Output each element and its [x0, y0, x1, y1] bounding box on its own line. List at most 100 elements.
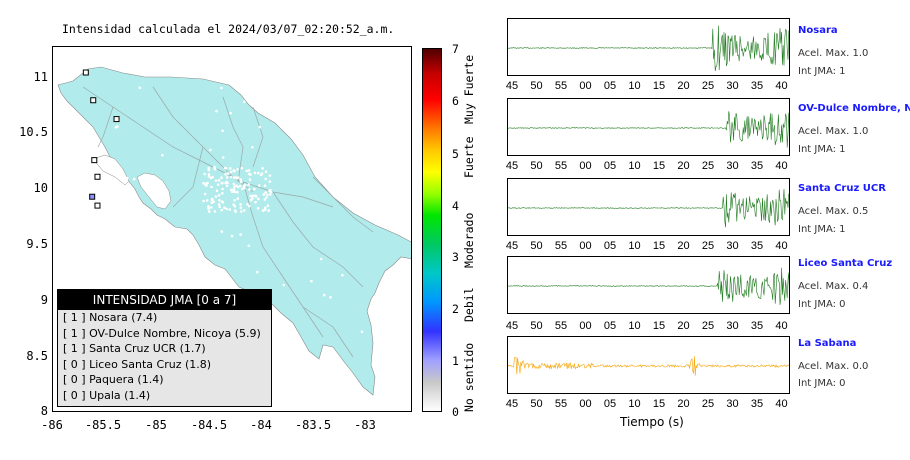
town-dot [210, 185, 213, 189]
town-dot [236, 168, 239, 171]
town-dot [225, 184, 229, 188]
waveform-liceo-santa-cruz [508, 267, 789, 306]
town-dot [302, 344, 306, 348]
trace-panel-santa-cruz-ucr[interactable] [507, 178, 790, 236]
time-tick: 10 [628, 240, 641, 252]
station-marker[interactable] [91, 157, 98, 164]
town-dot [341, 273, 344, 277]
town-dot [217, 203, 221, 206]
colorbar-label-muy-fuerte: Muy Fuerte [462, 54, 476, 124]
town-dot [221, 129, 224, 133]
y-tick-10-5: 10.5 [19, 125, 48, 139]
town-dot [231, 190, 234, 194]
time-tick: 55 [554, 80, 568, 92]
time-tick: 40 [775, 160, 788, 172]
town-dot [229, 170, 233, 174]
town-dot [247, 204, 251, 208]
town-dot [221, 181, 224, 185]
y-tick-9-5: 9.5 [26, 237, 48, 251]
time-tick: 25 [701, 160, 715, 172]
time-tick: 00 [579, 160, 592, 172]
waveform-line [508, 356, 789, 376]
legend-row-santa-cruz-ucr: [ 1 ] Santa Cruz UCR (1.7) [63, 342, 206, 355]
town-dot [323, 293, 326, 297]
time-tick: 50 [530, 80, 543, 92]
accel-max-dulce-nombre: Acel. Max. 1.0 [798, 126, 869, 137]
x-tick-neg83-5: -83.5 [294, 418, 332, 432]
time-tick: 45 [505, 80, 519, 92]
costa-rica-land [57, 66, 411, 396]
town-dot [248, 178, 252, 181]
town-dot [95, 154, 99, 157]
time-tick: 25 [701, 80, 715, 92]
town-dot [239, 203, 242, 206]
trace-panel-la-sabana[interactable] [507, 336, 790, 394]
station-marker[interactable] [90, 97, 97, 104]
town-dot [310, 157, 314, 160]
time-axis-santa-cruz-ucr: 45 50 55 00 05 10 15 20 25 30 35 40 [505, 240, 805, 254]
town-dot [232, 182, 236, 186]
time-tick: 55 [554, 398, 568, 410]
colorbar-tick-7: 7 [452, 42, 459, 56]
time-tick: 10 [628, 320, 641, 332]
time-tick: 30 [726, 398, 739, 410]
town-dot [340, 182, 344, 185]
station-marker[interactable] [113, 116, 120, 123]
station-marker[interactable] [94, 173, 101, 180]
town-dot [224, 166, 228, 170]
town-dot [242, 186, 246, 190]
legend-title: INTENSIDAD JMA [0 a 7] [58, 290, 271, 310]
time-axis-la-sabana: 45 50 55 00 05 10 15 20 25 30 35 40 [505, 398, 805, 412]
int-jma-santa-cruz-ucr: Int JMA: 1 [798, 224, 846, 235]
colorbar-tick-3: 3 [452, 250, 459, 264]
station-marker[interactable] [94, 202, 101, 209]
time-axis-liceo-santa-cruz: 45 50 55 00 05 10 15 20 25 30 35 40 [505, 320, 805, 334]
town-dot [264, 191, 267, 194]
station-marker[interactable] [82, 69, 89, 76]
colorbar-label-no-sentido: No sentido [462, 342, 476, 412]
time-tick: 20 [677, 80, 690, 92]
town-dot [319, 257, 323, 261]
colorbar-tick-2: 2 [452, 302, 459, 316]
time-tick: 50 [530, 320, 543, 332]
station-marker[interactable] [89, 193, 96, 200]
town-dot [247, 169, 251, 172]
town-dot [114, 126, 118, 129]
time-tick: 50 [530, 240, 543, 252]
map-title: Intensidad calculada el 2024/03/07_02:20… [62, 22, 395, 36]
town-dot [233, 190, 237, 194]
trace-panel-liceo-santa-cruz[interactable] [507, 256, 790, 314]
int-jma-la-sabana: Int JMA: 0 [798, 378, 846, 389]
town-dot [220, 200, 224, 203]
town-dot [253, 171, 257, 175]
town-dot [266, 193, 269, 197]
town-dot [268, 189, 271, 193]
town-dot [207, 207, 210, 210]
town-dot [253, 187, 256, 191]
town-dot [360, 330, 364, 334]
town-dot [132, 177, 136, 181]
time-tick: 00 [579, 398, 592, 410]
time-tick: 25 [701, 398, 715, 410]
town-dot [259, 173, 263, 177]
town-dot [218, 205, 221, 209]
town-dot [229, 188, 233, 192]
town-dot [229, 167, 232, 170]
waveform-la-sabana [508, 356, 789, 376]
town-dot [214, 179, 218, 182]
town-dot [248, 188, 251, 191]
time-tick: 05 [603, 80, 617, 92]
town-dot [232, 169, 236, 172]
trace-panel-nosara[interactable] [507, 18, 790, 76]
town-dot [257, 171, 260, 175]
town-dot [138, 86, 142, 90]
town-dot [210, 206, 213, 209]
town-dot [239, 210, 243, 213]
town-dot [239, 178, 242, 181]
trace-panel-dulce-nombre[interactable] [507, 98, 790, 156]
colorbar-tick-0: 0 [452, 405, 459, 419]
town-dot [233, 205, 237, 208]
time-tick: 35 [750, 80, 764, 92]
town-dot [263, 208, 267, 211]
town-dot [236, 190, 239, 194]
